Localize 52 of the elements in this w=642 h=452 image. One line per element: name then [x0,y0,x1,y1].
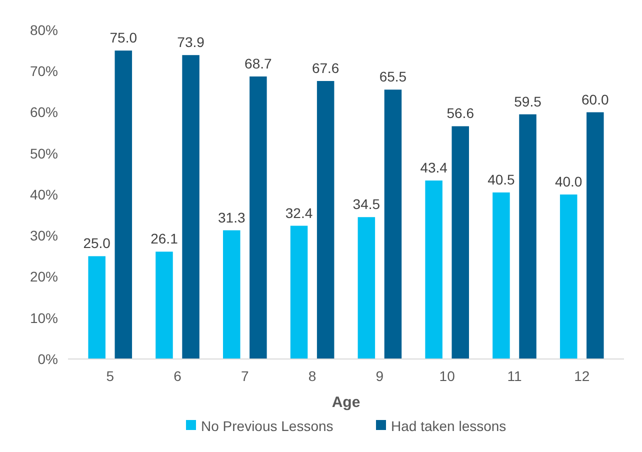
x-tick-label: 10 [439,368,456,384]
legend-label: No Previous Lessons [201,418,334,434]
data-label: 40.5 [488,171,516,188]
x-tick-label: 6 [174,368,182,384]
y-tick-label: 80% [30,22,58,38]
data-label: 34.5 [352,196,380,212]
bar [425,180,442,359]
y-tick-label: 0% [38,350,58,367]
bar [156,252,173,359]
data-label: 68.7 [244,55,272,72]
data-label: 67.6 [312,60,340,76]
bar [182,55,200,359]
y-tick-label: 10% [30,310,58,326]
bar [250,76,267,359]
bar [223,230,240,359]
data-label: 60.0 [582,91,609,108]
data-label: 75.0 [110,30,138,46]
bar [492,192,510,359]
x-tick-label: 11 [507,368,522,384]
y-tick-label: 40% [30,186,58,202]
y-tick-label: 50% [30,145,58,162]
x-tick-label: 8 [308,368,316,384]
x-tick-label: 12 [574,368,590,384]
x-axis-title: Age [332,394,360,411]
bar [384,90,402,359]
bar [114,50,132,359]
y-tick-label: 20% [30,268,58,285]
bar [88,256,106,359]
data-label: 40.0 [554,174,582,190]
bar [316,80,334,359]
data-label: 25.0 [83,235,111,252]
legend-label: Had taken lessons [391,418,506,434]
x-tick-label: 7 [241,368,250,384]
bar [452,126,469,359]
y-tick-label: 70% [30,63,58,80]
bar [290,226,308,359]
y-tick-label: 30% [30,228,58,244]
x-tick-label: 9 [376,368,384,384]
data-label: 65.5 [379,68,407,85]
bar [519,114,536,359]
data-label: 31.3 [218,209,246,226]
data-label: 56.6 [446,105,474,122]
data-label: 59.5 [514,93,542,110]
data-label: 26.1 [150,230,178,247]
bar [358,217,376,359]
data-label: 43.4 [420,160,448,176]
bar [560,194,578,359]
data-label: 32.4 [285,204,313,221]
x-tick-label: 5 [106,368,114,384]
bar [586,112,604,359]
y-tick-label: 60% [30,104,58,120]
data-label: 73.9 [177,34,205,50]
